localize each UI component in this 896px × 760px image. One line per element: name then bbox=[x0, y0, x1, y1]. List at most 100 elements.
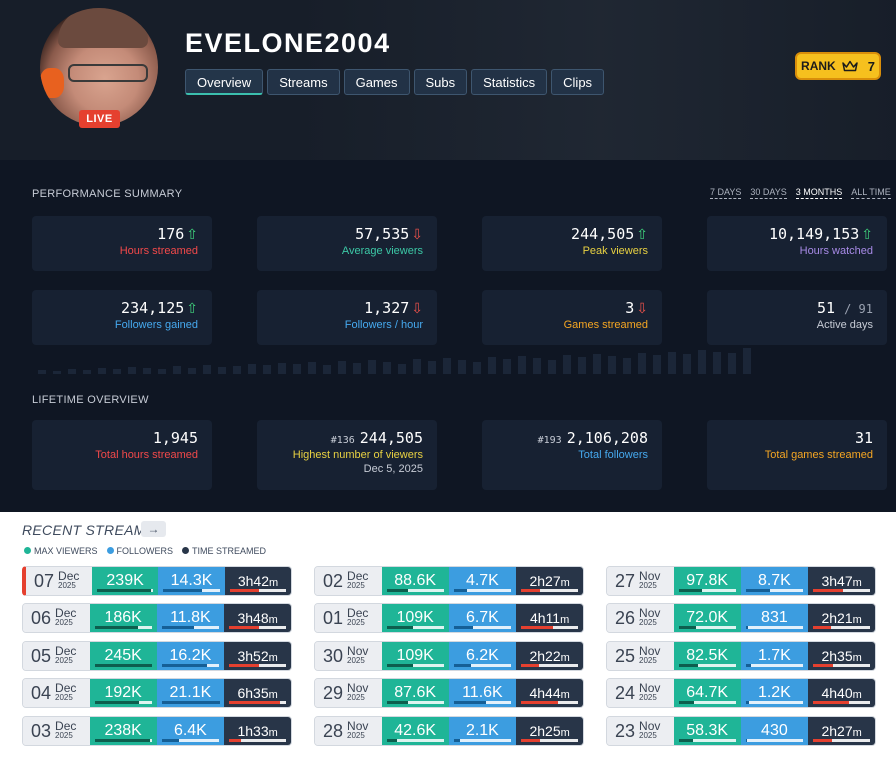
legend-label: TIME STREAMED bbox=[192, 546, 267, 556]
arrow-right-icon[interactable]: → bbox=[141, 521, 166, 537]
stream-max-viewers: 239K bbox=[92, 567, 159, 595]
avatar[interactable] bbox=[40, 8, 158, 126]
period-30-days[interactable]: 30 DAYS bbox=[750, 187, 787, 199]
stream-row[interactable]: 02 Dec 2025 88.6K 4.7K 2h27m bbox=[314, 566, 584, 596]
bar-track bbox=[745, 626, 804, 629]
background-bar bbox=[548, 360, 556, 374]
time-bar bbox=[229, 701, 281, 704]
stream-row[interactable]: 27 Nov 2025 97.8K 8.7K 3h47m bbox=[606, 566, 876, 596]
background-bar bbox=[713, 352, 721, 374]
time-minutes: 35 bbox=[253, 685, 269, 701]
stream-month: Nov bbox=[347, 644, 369, 658]
tab-streams[interactable]: Streams bbox=[267, 69, 340, 95]
viewers-bar bbox=[678, 701, 694, 704]
stat-card-games-streamed: 3 ⇩ Games streamed bbox=[482, 290, 662, 345]
stream-followers: 6.4K bbox=[156, 717, 225, 745]
stream-time: 4h44m bbox=[516, 679, 583, 707]
stream-year: 2025 bbox=[347, 731, 365, 740]
time-minutes-unit: m bbox=[560, 652, 570, 664]
trend-down-icon: ⇩ bbox=[636, 301, 648, 317]
stream-row[interactable]: 30 Nov 2025 109K 6.2K 2h22m bbox=[314, 641, 584, 671]
time-hours: 2h bbox=[821, 723, 838, 739]
stream-row[interactable]: 25 Nov 2025 82.5K 1.7K 2h35m bbox=[606, 641, 876, 671]
tab-subs[interactable]: Subs bbox=[413, 69, 468, 95]
stream-row[interactable]: 03 Dec 2025 238K 6.4K 1h33m bbox=[22, 716, 292, 746]
time-minutes: 33 bbox=[253, 723, 269, 739]
viewers-bar bbox=[94, 664, 152, 667]
time-minutes-unit: m bbox=[268, 689, 278, 701]
tab-clips[interactable]: Clips bbox=[551, 69, 605, 95]
followers-bar bbox=[745, 701, 749, 704]
time-minutes: 52 bbox=[253, 648, 269, 664]
time-hours: 2h bbox=[821, 610, 838, 626]
background-bar bbox=[728, 353, 736, 374]
bar-track bbox=[161, 739, 220, 742]
stream-month: Nov bbox=[639, 719, 661, 733]
background-bar bbox=[308, 362, 316, 374]
stream-time: 4h11m bbox=[516, 604, 583, 632]
followers-value: 6.2K bbox=[465, 647, 499, 664]
stream-followers: 21.1K bbox=[156, 679, 225, 707]
stream-row[interactable]: 04 Dec 2025 192K 21.1K 6h35m bbox=[22, 678, 292, 708]
time-minutes-unit: m bbox=[268, 577, 279, 589]
stream-row[interactable]: 05 Dec 2025 245K 16.2K 3h52m bbox=[22, 641, 292, 671]
bar-track bbox=[386, 701, 444, 704]
followers-value: 4.7K bbox=[465, 572, 499, 589]
bar-track bbox=[678, 701, 736, 704]
lifetime-value: 1,945 bbox=[152, 429, 198, 447]
stream-day: 01 bbox=[323, 607, 344, 628]
stream-row[interactable]: 23 Nov 2025 58.3K 430 2h27m bbox=[606, 716, 876, 746]
tab-statistics[interactable]: Statistics bbox=[471, 69, 548, 95]
stat-value: 244,505 bbox=[571, 225, 635, 243]
followers-bar bbox=[161, 739, 179, 742]
stream-day: 29 bbox=[323, 682, 344, 703]
time-minutes: 27 bbox=[837, 723, 853, 739]
time-minutes: 22 bbox=[545, 648, 561, 664]
followers-value: 831 bbox=[761, 609, 788, 626]
bar-track bbox=[678, 589, 736, 592]
stream-row[interactable]: 07 Dec 2025 239K 14.3K 3h42m bbox=[22, 566, 292, 596]
period-all-time[interactable]: ALL TIME bbox=[851, 187, 891, 199]
bar-track bbox=[521, 664, 579, 667]
rank-badge[interactable]: RANK 7 bbox=[795, 52, 881, 80]
trend-down-icon: ⇩ bbox=[411, 227, 423, 243]
viewers-value: 87.6K bbox=[394, 684, 437, 701]
period-7-days[interactable]: 7 DAYS bbox=[710, 187, 742, 199]
performance-panel: PERFORMANCE SUMMARY 7 DAYS 30 DAYS 3 MON… bbox=[0, 160, 896, 512]
period-3-months[interactable]: 3 MONTHS bbox=[795, 187, 843, 199]
stat-value: 1,327 bbox=[364, 299, 410, 317]
stream-year: 2025 bbox=[55, 656, 73, 665]
followers-bar bbox=[453, 626, 473, 629]
background-bar bbox=[593, 354, 601, 374]
followers-value: 16.2K bbox=[169, 647, 212, 664]
legend-followers: FOLLOWERS bbox=[106, 546, 173, 556]
stream-month: Nov bbox=[639, 569, 661, 583]
stream-date: 24 Nov 2025 bbox=[607, 679, 674, 707]
time-minutes: 42 bbox=[253, 573, 269, 589]
bar-track bbox=[678, 739, 736, 742]
stream-row[interactable]: 29 Nov 2025 87.6K 11.6K 4h44m bbox=[314, 678, 584, 708]
stream-row[interactable]: 01 Dec 2025 109K 6.7K 4h11m bbox=[314, 603, 584, 633]
recent-streams-title[interactable]: RECENT STREAMS bbox=[22, 522, 156, 538]
stream-row[interactable]: 28 Nov 2025 42.6K 2.1K 2h25m bbox=[314, 716, 584, 746]
lifetime-total-hours-card: 1,945 Total hours streamed bbox=[32, 420, 212, 490]
stream-date: 05 Dec 2025 bbox=[23, 642, 90, 670]
tab-bar: Overview Streams Games Subs Statistics C… bbox=[185, 69, 605, 95]
viewers-bar bbox=[386, 626, 413, 629]
bar-track bbox=[453, 664, 512, 667]
time-minutes: 25 bbox=[545, 723, 561, 739]
lifetime-value: 244,505 bbox=[359, 429, 423, 447]
time-minutes-unit: m bbox=[852, 727, 862, 739]
stream-row[interactable]: 26 Nov 2025 72.0K 831 2h21m bbox=[606, 603, 876, 633]
stream-date: 29 Nov 2025 bbox=[315, 679, 382, 707]
stream-time: 2h27m bbox=[808, 717, 875, 745]
stat-value: 51 bbox=[817, 299, 836, 317]
stream-date: 27 Nov 2025 bbox=[607, 567, 674, 595]
followers-value: 11.6K bbox=[462, 684, 503, 701]
time-minutes: 27 bbox=[545, 573, 561, 589]
background-bar bbox=[428, 361, 436, 374]
tab-overview[interactable]: Overview bbox=[185, 69, 264, 95]
stream-row[interactable]: 06 Dec 2025 186K 11.8K 3h48m bbox=[22, 603, 292, 633]
stream-row[interactable]: 24 Nov 2025 64.7K 1.2K 4h40m bbox=[606, 678, 876, 708]
tab-games[interactable]: Games bbox=[343, 69, 410, 95]
